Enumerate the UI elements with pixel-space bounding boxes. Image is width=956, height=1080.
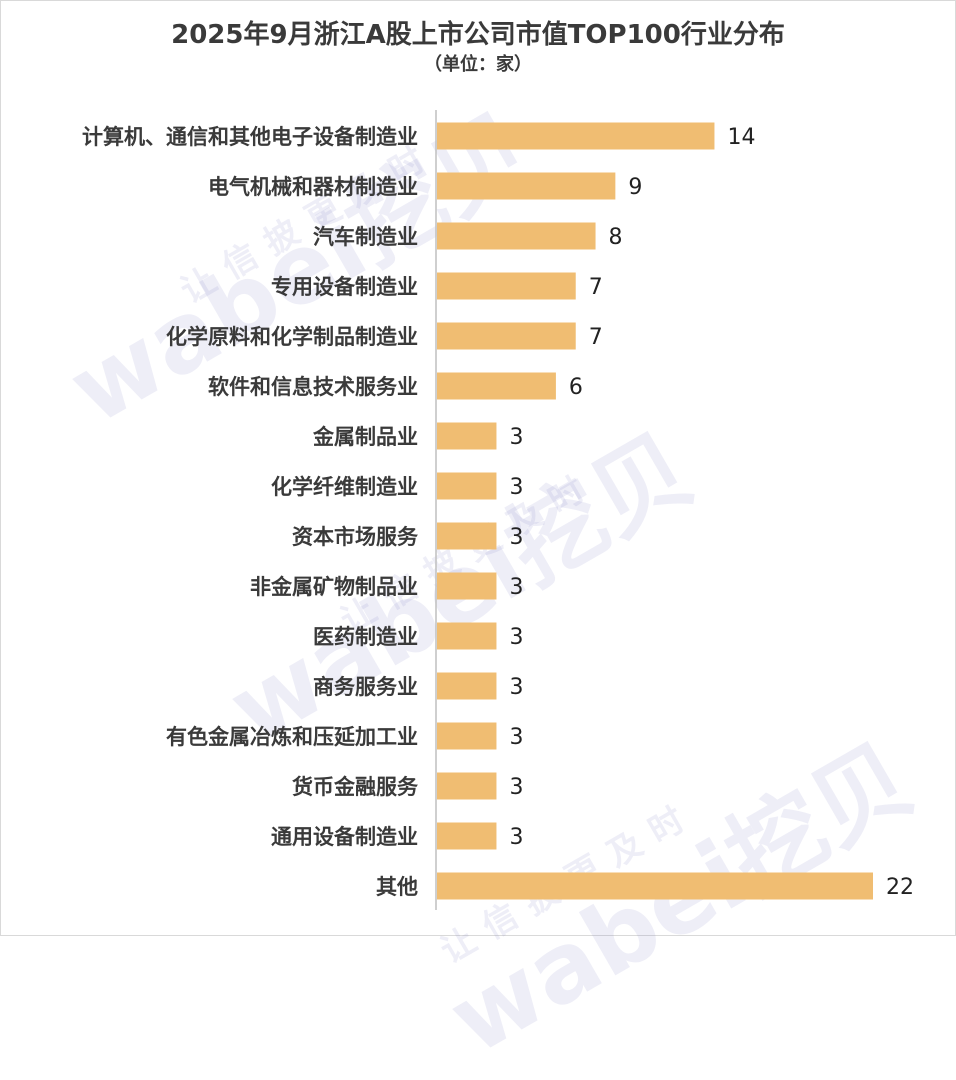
category-label: 医药制造业 (313, 625, 418, 649)
category-label: 化学原料和化学制品制造业 (166, 325, 418, 349)
bar (437, 572, 497, 600)
bar (437, 822, 497, 850)
chart-title: 2025年9月浙江A股上市公司市值TOP100行业分布 (171, 20, 785, 50)
data-label: 3 (509, 825, 523, 850)
data-label: 3 (509, 475, 523, 500)
bar (437, 772, 497, 800)
data-label: 3 (509, 725, 523, 750)
data-label: 14 (727, 125, 755, 150)
data-label: 8 (609, 225, 623, 250)
category-label: 非金属矿物制品业 (250, 575, 418, 599)
bar (437, 272, 576, 300)
data-label: 3 (509, 625, 523, 650)
bar (437, 322, 576, 350)
bar (437, 872, 873, 900)
category-label: 专用设备制造业 (271, 275, 418, 299)
category-label: 化学纤维制造业 (271, 475, 418, 499)
category-label: 汽车制造业 (313, 225, 418, 249)
bar (437, 672, 497, 700)
category-label: 软件和信息技术服务业 (208, 375, 418, 399)
bar (437, 172, 616, 200)
bar (437, 622, 497, 650)
data-label: 3 (509, 675, 523, 700)
category-label: 资本市场服务 (292, 525, 419, 549)
bar (437, 522, 497, 550)
bar (437, 422, 497, 450)
data-label: 7 (589, 275, 603, 300)
bar (437, 122, 715, 150)
category-label: 电气机械和器材制造业 (208, 175, 418, 199)
bar (437, 722, 497, 750)
data-label: 3 (509, 575, 523, 600)
data-label: 3 (509, 525, 523, 550)
category-label: 有色金属冶炼和压延加工业 (166, 725, 418, 749)
category-label: 货币金融服务 (292, 775, 419, 799)
category-label: 其他 (376, 875, 418, 899)
data-label: 3 (509, 775, 523, 800)
bar (437, 472, 497, 500)
category-label: 商务服务业 (313, 675, 418, 699)
chart-subtitle: （单位：家） (424, 54, 532, 75)
category-label: 金属制品业 (312, 425, 418, 449)
data-label: 22 (886, 875, 914, 900)
data-label: 9 (628, 175, 642, 200)
data-label: 3 (509, 425, 523, 450)
bar (437, 372, 556, 400)
bar-chart: 计算机、通信和其他电子设备制造业 14 电气机械和器材制造业 9 汽车制造业 8 专用设备制… (82, 110, 914, 910)
bar (437, 222, 596, 250)
category-label: 计算机、通信和其他电子设备制造业 (82, 125, 418, 149)
category-label: 通用设备制造业 (271, 825, 418, 849)
data-label: 6 (569, 375, 583, 400)
data-label: 7 (589, 325, 603, 350)
